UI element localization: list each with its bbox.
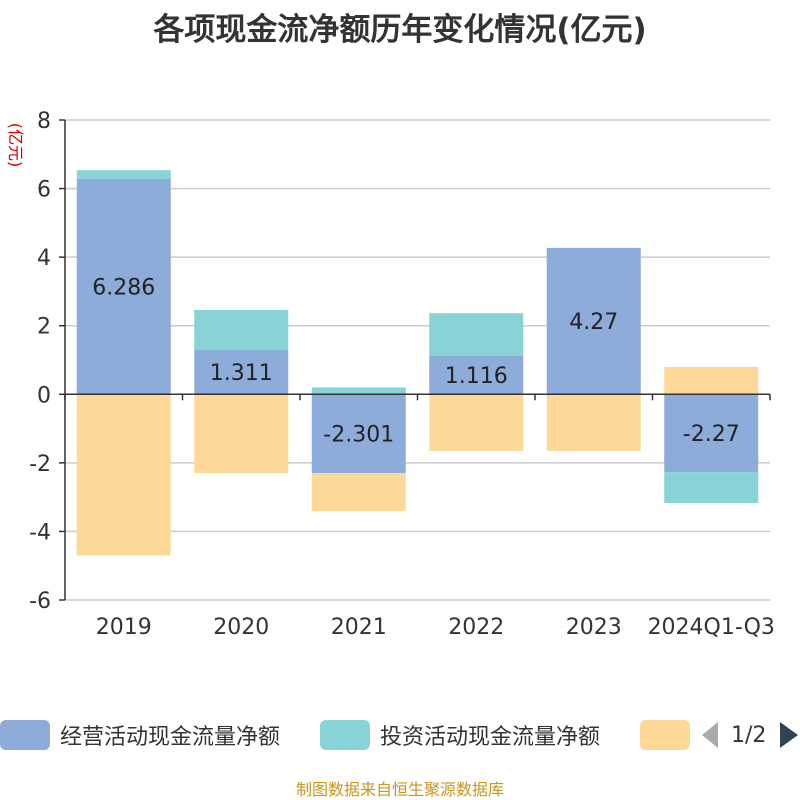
y-tick-label: 6 bbox=[37, 178, 51, 203]
bar-segment[interactable] bbox=[664, 394, 759, 473]
legend-next-button[interactable] bbox=[778, 718, 800, 752]
legend-swatch-financing bbox=[640, 720, 690, 750]
chart-canvas: -6 -4 -2 0 2 4 6 8 (亿元) 2019 2020 2021 2022 2023 2024Q… bbox=[6, 109, 775, 640]
y-tick-label: -2 bbox=[29, 452, 51, 477]
bar-segment[interactable] bbox=[429, 394, 524, 451]
bar-segment[interactable] bbox=[546, 394, 641, 451]
x-tick-label: 2024Q1-Q3 bbox=[648, 615, 775, 640]
bar-segment[interactable] bbox=[311, 387, 406, 395]
data-labels: 6.286 1.311 -2.301 1.116 4.27 -2.27 bbox=[92, 276, 739, 448]
y-tick-label: 8 bbox=[37, 109, 51, 134]
y-tick-label: 0 bbox=[37, 383, 51, 408]
bars bbox=[76, 170, 759, 556]
y-tick-label: -6 bbox=[29, 589, 51, 614]
bar-segment[interactable] bbox=[311, 394, 406, 474]
bar-segment[interactable] bbox=[311, 473, 406, 511]
chart-title: 各项现金流净额历年变化情况(亿元) bbox=[153, 12, 647, 48]
legend-swatch-operating bbox=[0, 720, 50, 750]
legend-item-operating[interactable]: 经营活动现金流量净额 bbox=[0, 718, 280, 752]
bar-data-label: 6.286 bbox=[92, 276, 155, 301]
bar-segment[interactable] bbox=[664, 472, 759, 503]
legend-label-operating: 经营活动现金流量净额 bbox=[60, 725, 281, 750]
bar-segment[interactable] bbox=[546, 247, 641, 395]
bar-segment[interactable] bbox=[194, 309, 289, 350]
axes: -6 -4 -2 0 2 4 6 8 (亿元) 2019 2020 2021 2022 2023 2024Q… bbox=[6, 109, 775, 640]
y-axis-unit-label: (亿元) bbox=[6, 123, 25, 168]
bar-data-label: 1.311 bbox=[210, 361, 273, 386]
x-tick-label: 2022 bbox=[448, 615, 504, 640]
bar-segment[interactable] bbox=[664, 366, 759, 395]
legend-page-indicator: 1/2 bbox=[731, 722, 767, 748]
bar-data-label: -2.27 bbox=[683, 422, 740, 447]
legend-label-investing: 投资活动现金流量净额 bbox=[380, 725, 601, 750]
source-text: 制图数据来自恒生聚源数据库 bbox=[295, 780, 504, 799]
grid-lines bbox=[65, 119, 770, 601]
legend-swatch-investing bbox=[320, 720, 370, 750]
legend-prev-button[interactable] bbox=[700, 718, 722, 752]
y-tick-label: 4 bbox=[37, 246, 51, 271]
triangle-right-icon bbox=[780, 722, 798, 748]
x-tick-label: 2023 bbox=[566, 615, 622, 640]
x-tick-label: 2019 bbox=[96, 615, 152, 640]
legend: 经营活动现金流量净额 投资活动现金流量净额 1/2 bbox=[0, 718, 800, 752]
triangle-left-icon bbox=[702, 722, 718, 748]
y-tick-label: 2 bbox=[37, 315, 51, 340]
bar-segment[interactable] bbox=[194, 394, 289, 474]
bar-segment[interactable] bbox=[76, 170, 171, 179]
x-tick-label: 2020 bbox=[213, 615, 269, 640]
bar-data-label: 4.27 bbox=[569, 310, 618, 335]
bar-data-label: 1.116 bbox=[445, 364, 508, 389]
bar-segment[interactable] bbox=[429, 356, 524, 395]
bar-segment[interactable] bbox=[429, 313, 524, 357]
legend-item-investing[interactable]: 投资活动现金流量净额 bbox=[320, 718, 600, 752]
y-tick-label: -4 bbox=[29, 520, 51, 545]
legend-item-financing[interactable] bbox=[640, 718, 700, 752]
bar-data-label: -2.301 bbox=[323, 423, 394, 448]
bar-segment[interactable] bbox=[194, 349, 289, 395]
x-tick-label: 2021 bbox=[331, 615, 387, 640]
bar-segment[interactable] bbox=[76, 178, 171, 395]
bar-segment[interactable] bbox=[76, 394, 171, 556]
